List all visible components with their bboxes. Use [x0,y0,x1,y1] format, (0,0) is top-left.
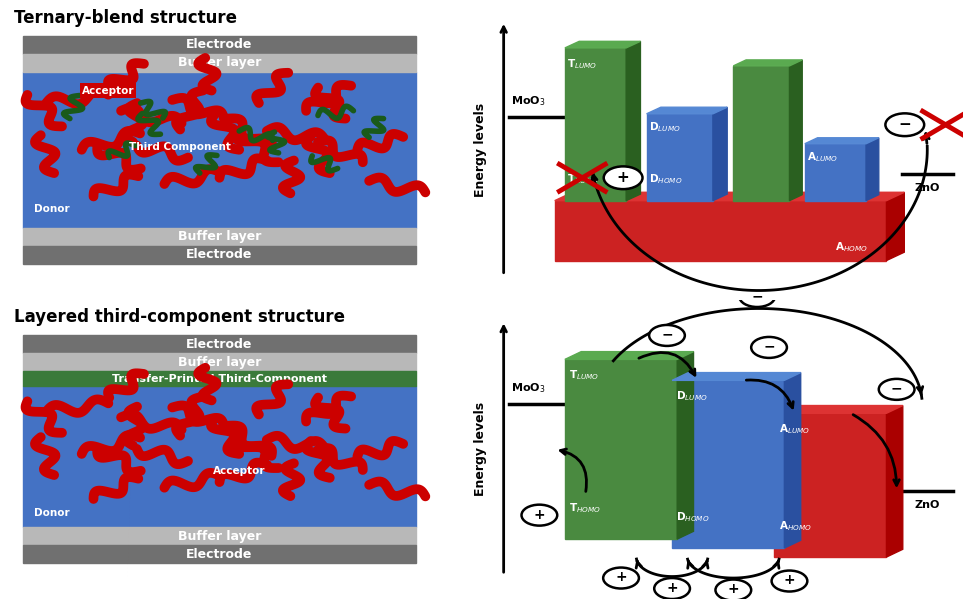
Polygon shape [734,60,802,66]
Text: A$_{HOMO}$: A$_{HOMO}$ [836,240,869,254]
Text: Layered third-component structure: Layered third-component structure [13,308,345,326]
Polygon shape [887,192,904,261]
Text: Energy levels: Energy levels [474,102,487,197]
Text: Electrode: Electrode [186,338,252,351]
Bar [672,380,784,548]
Polygon shape [646,107,727,114]
Bar [23,353,416,371]
Bar [23,527,416,545]
Text: +: + [727,582,740,597]
Bar [23,545,416,563]
Bar [23,371,416,386]
Text: A$_{LUMO}$: A$_{LUMO}$ [779,422,811,436]
Circle shape [885,113,924,136]
Bar [23,228,416,246]
Polygon shape [805,138,879,144]
Bar [565,48,626,201]
Circle shape [603,568,638,588]
Bar [23,335,416,353]
Text: −: − [898,117,911,132]
Circle shape [649,325,685,346]
Text: T$_{HOMO}$: T$_{HOMO}$ [569,501,601,515]
Text: Buffer layer: Buffer layer [178,56,261,69]
Text: Electrode: Electrode [186,547,252,561]
Polygon shape [565,41,640,48]
Text: T$_{LUMO}$: T$_{LUMO}$ [567,57,598,71]
Bar [805,144,866,201]
Polygon shape [887,406,902,557]
Bar [555,201,887,261]
Text: Acceptor: Acceptor [82,86,134,96]
Text: D$_{HOMO}$: D$_{HOMO}$ [649,172,683,186]
Text: D$_{LUMO}$: D$_{LUMO}$ [676,389,708,403]
Text: Donor: Donor [35,508,70,518]
Text: MoO$_3$: MoO$_3$ [511,382,546,395]
Text: Donor: Donor [35,204,70,214]
Text: Electrode: Electrode [186,38,252,52]
Text: +: + [534,507,545,522]
Text: +: + [784,573,795,588]
Text: MoO$_3$: MoO$_3$ [511,94,546,108]
Bar [23,386,416,527]
Circle shape [654,578,690,599]
Polygon shape [713,107,727,201]
Text: A$_{HOMO}$: A$_{HOMO}$ [779,519,812,533]
Text: Buffer layer: Buffer layer [178,356,261,369]
Bar [734,66,790,201]
Polygon shape [555,192,904,201]
Polygon shape [790,60,802,201]
Text: Transfer-Printed Third-Component: Transfer-Printed Third-Component [112,374,327,384]
Bar [23,54,416,72]
Bar [23,246,416,264]
Polygon shape [677,352,693,539]
Text: Acceptor: Acceptor [213,466,266,476]
Text: Buffer layer: Buffer layer [178,230,261,243]
Text: ZnO: ZnO [915,500,940,510]
Circle shape [771,570,807,592]
Polygon shape [785,373,800,548]
Text: Ternary-blend structure: Ternary-blend structure [13,9,237,27]
Text: ZnO: ZnO [915,183,940,193]
Polygon shape [774,406,902,413]
Bar [646,114,713,201]
Bar [23,36,416,54]
Circle shape [522,504,558,526]
Text: −: − [662,328,673,342]
Text: A$_{LUMO}$: A$_{LUMO}$ [807,150,839,164]
Circle shape [604,167,642,189]
Text: −: − [751,289,763,303]
Bar [774,413,886,557]
Text: D$_{LUMO}$: D$_{LUMO}$ [649,120,681,134]
Circle shape [740,286,775,307]
Text: −: − [764,340,775,354]
Bar [565,359,677,539]
Text: D$_{HOMO}$: D$_{HOMO}$ [676,510,709,524]
Text: +: + [616,170,630,184]
Polygon shape [672,373,800,380]
Text: −: − [891,382,902,396]
Text: Buffer layer: Buffer layer [178,530,261,543]
Text: Third Component: Third Component [129,141,231,152]
Text: Energy levels: Energy levels [474,402,487,497]
Text: T$_{LUMO}$: T$_{LUMO}$ [569,368,599,382]
Bar [23,72,416,228]
Polygon shape [866,138,879,201]
Text: +: + [615,570,627,585]
Polygon shape [626,41,640,201]
Circle shape [716,580,751,599]
Text: T$_{HOMO}$: T$_{HOMO}$ [567,172,600,186]
Polygon shape [565,352,693,359]
Circle shape [751,337,787,358]
Text: +: + [666,581,678,595]
Text: Electrode: Electrode [186,248,252,261]
Circle shape [879,379,915,400]
